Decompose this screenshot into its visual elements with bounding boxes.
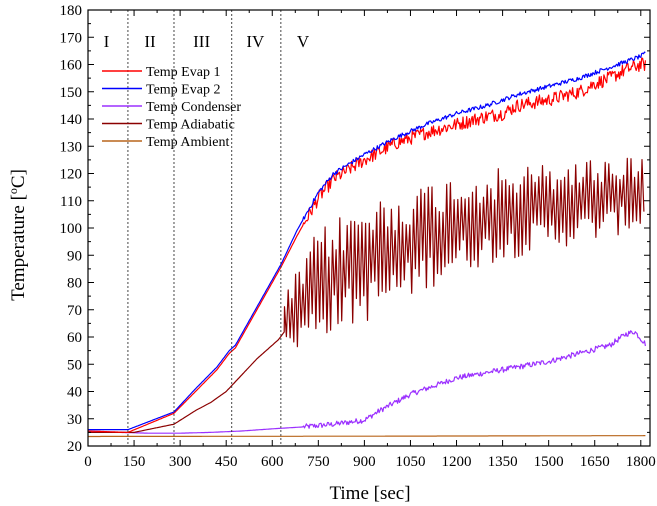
y-tick-label: 160 xyxy=(60,58,83,74)
phase-label-iii: III xyxy=(193,32,210,51)
y-axis-title-part-2: C] xyxy=(8,169,29,188)
y-tick-label: 70 xyxy=(67,303,82,319)
y-tick-label: 170 xyxy=(60,30,83,46)
y-tick-label: 140 xyxy=(60,112,83,128)
x-tick-label: 1650 xyxy=(580,454,610,470)
y-tick-label: 50 xyxy=(67,357,82,373)
y-tick-label: 90 xyxy=(67,248,82,264)
y-axis-title-part-1: Temperature [ xyxy=(8,194,29,301)
legend-label: Temp Evap 2 xyxy=(146,83,220,98)
y-tick-label: 120 xyxy=(60,167,83,183)
y-tick-label: 100 xyxy=(60,221,83,237)
y-tick-label: 130 xyxy=(60,139,83,155)
series-line-temp-condenser xyxy=(88,330,646,434)
x-tick-label: 600 xyxy=(261,454,284,470)
labels-layer: Time [sec] Temperature [oC] xyxy=(6,169,411,504)
y-tick-label: 80 xyxy=(67,276,82,292)
plot-layer xyxy=(88,51,646,438)
y-tick-label: 110 xyxy=(60,194,82,210)
legend-label: Temp Evap 1 xyxy=(146,65,220,80)
x-tick-label: 450 xyxy=(215,454,238,470)
y-tick-label: 20 xyxy=(67,439,82,455)
x-tick-label: 300 xyxy=(169,454,192,470)
y-tick-label: 60 xyxy=(67,330,82,346)
x-tick-label: 150 xyxy=(123,454,146,470)
y-axis-title: Temperature [oC] xyxy=(6,169,29,301)
y-axis-title-superscript: o xyxy=(6,188,20,194)
x-tick-label: 1500 xyxy=(534,454,564,470)
x-tick-label: 0 xyxy=(84,454,92,470)
x-tick-label: 1800 xyxy=(626,454,656,470)
x-tick-label: 1350 xyxy=(488,454,518,470)
series-line-temp-evap-2 xyxy=(88,51,646,431)
phase-label-iv: IV xyxy=(246,32,265,51)
phase-label-ii: II xyxy=(144,32,156,51)
x-tick-label: 750 xyxy=(307,454,330,470)
x-tick-label: 1050 xyxy=(395,454,425,470)
axes-layer: 0 150 300 450 600 750 900 1050 1200 1350 1500 1650 1… xyxy=(60,3,656,470)
legend-label: Temp Ambient xyxy=(146,135,230,150)
phase-label-i: I xyxy=(104,32,110,51)
series-line-temp-evap-1 xyxy=(88,57,646,433)
phase-label-v: V xyxy=(297,32,310,51)
x-axis-title: Time [sec] xyxy=(329,483,410,504)
series-line-temp-ambient xyxy=(88,435,646,438)
x-tick-label: 900 xyxy=(353,454,376,470)
series-line-temp-adiabatic xyxy=(88,157,645,433)
legend: Temp Evap 1 Temp Evap 2 Temp Condenser Temp… xyxy=(102,65,241,150)
legend-label: Temp Condenser xyxy=(146,100,241,115)
legend-label: Temp Adiabatic xyxy=(146,118,235,133)
y-tick-label: 40 xyxy=(67,385,82,401)
y-tick-label: 150 xyxy=(60,85,83,101)
y-tick-label: 180 xyxy=(60,3,83,19)
x-tick-label: 1200 xyxy=(442,454,472,470)
y-tick-label: 30 xyxy=(67,412,82,428)
